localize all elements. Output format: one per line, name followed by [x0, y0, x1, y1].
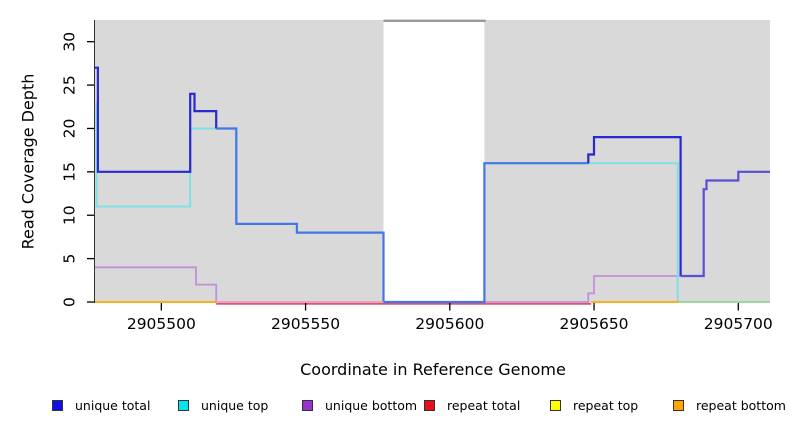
legend-swatch-icon [673, 399, 684, 411]
legend-item-unique-bottom: unique bottom [302, 397, 417, 413]
unique-total-line [216, 127, 589, 304]
y-tick-label: 0 [61, 297, 79, 307]
y-axis-title: Read Coverage Depth [18, 73, 38, 250]
legend-swatch-icon [52, 399, 63, 411]
legend-label: repeat top [573, 397, 639, 413]
x-tick-label: 2905550 [271, 315, 340, 333]
legend-item-unique-top: unique top [178, 397, 268, 413]
y-tick-label: 20 [61, 119, 79, 139]
legend-label: unique bottom [325, 397, 418, 413]
legend-label: repeat total [447, 397, 521, 413]
x-tick-label: 2905500 [127, 315, 196, 333]
x-tick-label: 2905650 [560, 315, 629, 333]
x-axis-title: Coordinate in Reference Genome [300, 360, 566, 379]
legend-label: repeat bottom [696, 397, 786, 413]
legend-swatch-icon [302, 399, 313, 411]
legend-swatch-icon [424, 399, 435, 411]
unique-total-line [95, 66, 218, 173]
legend-label: unique total [75, 397, 151, 413]
unique-total-line [680, 170, 770, 278]
legend-swatch-icon [178, 399, 189, 411]
y-tick-label: 25 [61, 75, 79, 95]
legend-item-repeat-top: repeat top [550, 397, 638, 413]
y-tick-label: 30 [61, 32, 79, 52]
legend-item-repeat-bottom: repeat bottom [673, 397, 786, 413]
plot-background-region [95, 20, 384, 302]
plot-background-region [484, 20, 770, 302]
y-tick-label: 10 [61, 205, 79, 225]
unique-total-line [587, 136, 682, 276]
x-tick-label: 2905700 [704, 315, 773, 333]
legend-item-unique-total: unique total [52, 397, 150, 413]
legend-swatch-icon [550, 399, 561, 411]
legend-item-repeat-total: repeat total [424, 397, 520, 413]
y-tick-label: 15 [61, 162, 79, 182]
chart-legend: unique total unique top unique bottom repea… [0, 397, 792, 417]
legend-label: unique top [201, 397, 269, 413]
x-tick-label: 2905600 [415, 315, 484, 333]
y-tick-label: 5 [61, 254, 79, 264]
